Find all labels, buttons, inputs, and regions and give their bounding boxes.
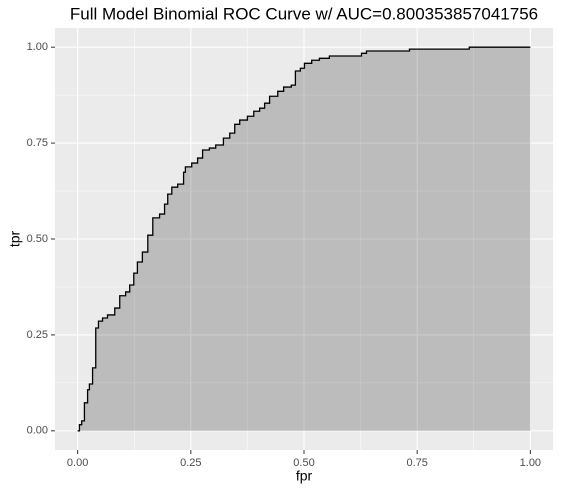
y-tick-label: 0.75: [27, 137, 48, 149]
x-tick-label: 0.00: [67, 457, 88, 469]
x-tick-label: 0.75: [406, 457, 427, 469]
roc-area: [77, 47, 531, 431]
x-tick-label: 0.50: [293, 457, 314, 469]
y-tick-label: 0.00: [27, 425, 48, 437]
roc-line: [77, 46, 531, 432]
y-tick-label: 0.50: [27, 233, 48, 245]
x-tick-label: 0.25: [180, 457, 201, 469]
y-tick-label: 1.00: [27, 41, 48, 53]
chart-title: Full Model Binomial ROC Curve w/ AUC=0.8…: [70, 4, 538, 23]
x-axis-title: fpr: [296, 468, 313, 484]
y-axis-title: tpr: [7, 230, 23, 247]
y-tick-label: 0.25: [27, 329, 48, 341]
x-tick-label: 1.00: [520, 457, 541, 469]
